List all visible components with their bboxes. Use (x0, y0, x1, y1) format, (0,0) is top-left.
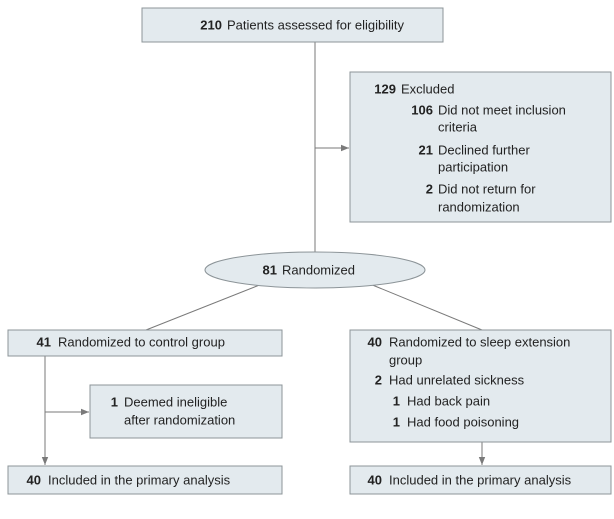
label: Patients assessed for eligibility (227, 17, 405, 32)
count: 40 (368, 334, 382, 349)
box (349, 465, 612, 495)
box (89, 384, 283, 439)
count: 21 (419, 142, 433, 157)
label: Deemed ineligible (124, 394, 227, 409)
label: Excluded (401, 81, 454, 96)
label: after randomization (124, 412, 235, 427)
label: Included in the primary analysis (48, 472, 231, 487)
label: Had unrelated sickness (389, 372, 525, 387)
connector (145, 283, 263, 331)
count: 2 (375, 372, 382, 387)
count: 1 (111, 394, 118, 409)
label: Did not meet inclusion (438, 102, 566, 117)
box (349, 71, 612, 223)
count: 2 (426, 181, 433, 196)
count: 40 (368, 472, 382, 487)
label: group (389, 352, 422, 367)
label: Had food poisoning (407, 414, 519, 429)
label: participation (438, 159, 508, 174)
box (7, 329, 283, 357)
label: Randomized to sleep extension (389, 334, 570, 349)
label: Declined further (438, 142, 530, 157)
label: Randomized (282, 262, 355, 277)
label: Did not return for (438, 181, 536, 196)
count: 210 (200, 17, 222, 32)
connector (369, 283, 483, 331)
count: 81 (263, 262, 277, 277)
count: 40 (27, 472, 41, 487)
box (141, 7, 444, 43)
count: 129 (374, 81, 396, 96)
label: Had back pain (407, 393, 490, 408)
count: 41 (37, 334, 51, 349)
label: Included in the primary analysis (389, 472, 572, 487)
count: 1 (393, 414, 400, 429)
box (349, 329, 612, 443)
box (7, 465, 283, 495)
ellipse (204, 251, 426, 289)
label: randomization (438, 199, 520, 214)
label: Randomized to control group (58, 334, 225, 349)
label: criteria (438, 119, 478, 134)
count: 1 (393, 393, 400, 408)
count: 106 (411, 102, 433, 117)
